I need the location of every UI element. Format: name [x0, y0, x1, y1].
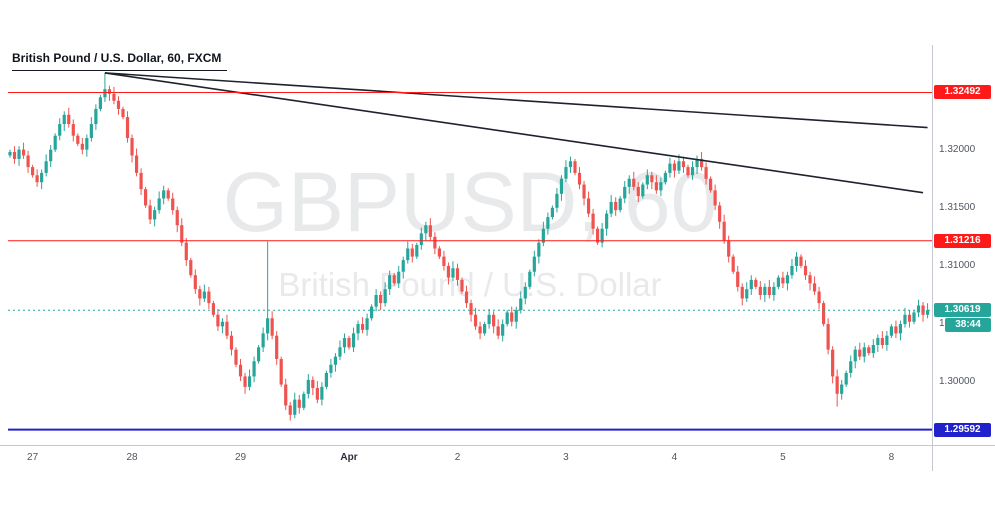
price-label-support: 1.29592 [934, 422, 991, 437]
time-axis[interactable]: 27 28 29 Apr 2 3 4 5 8 [0, 445, 995, 471]
time-label: 5 [780, 452, 786, 463]
axis-separator-vertical [932, 45, 933, 471]
price-tick: 1.30000 [939, 376, 976, 388]
bar-countdown-label: 38:44 [945, 318, 991, 333]
time-label: 3 [563, 452, 569, 463]
time-label: 27 [27, 452, 39, 463]
price-tick: 1.32000 [939, 143, 976, 155]
chart-canvas[interactable] [8, 45, 932, 445]
price-axis[interactable]: 1.320001.315001.310001.305001.300001.324… [932, 45, 995, 445]
time-label: 8 [888, 452, 895, 463]
time-label: 2 [454, 452, 461, 463]
price-label-resistance-lower: 1.31216 [934, 233, 991, 248]
time-label: 29 [234, 452, 247, 463]
price-tick: 1.31000 [939, 259, 976, 271]
price-label-current-price: 1.30619 [934, 303, 991, 318]
time-label: Apr [340, 452, 358, 463]
symbol-title: British Pound / U.S. Dollar, 60, FXCM [12, 51, 228, 71]
candlestick-plot[interactable]: GBPUSD, 60 British Pound / U.S. Dollar B… [8, 45, 932, 445]
price-tick: 1.31500 [939, 201, 976, 213]
time-label: 4 [671, 452, 678, 463]
symbol-title-text: British Pound / U.S. Dollar, 60, FXCM [12, 51, 222, 65]
time-label: 28 [126, 452, 138, 463]
price-label-resistance-upper: 1.32492 [934, 85, 991, 100]
